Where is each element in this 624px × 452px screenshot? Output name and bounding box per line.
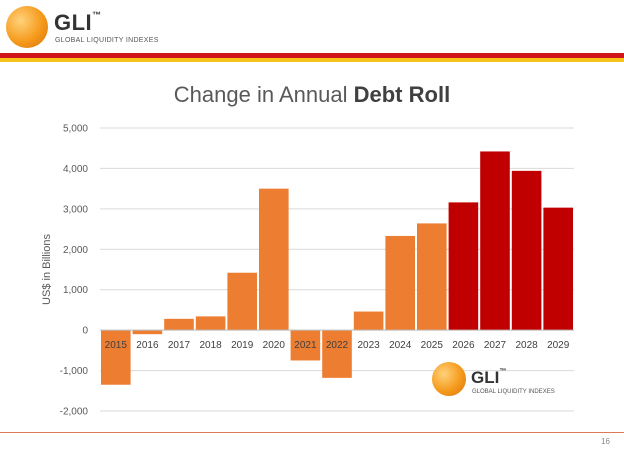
x-tick-label: 2029 [547, 340, 570, 351]
bar [290, 330, 321, 361]
y-tick-label: -1,000 [60, 366, 89, 377]
x-tick-label: 2021 [294, 340, 317, 351]
watermark-logo-text: GLI™ [471, 368, 507, 387]
bar [417, 223, 447, 331]
header-banner: GLI™ GLOBAL LIQUIDITY INDEXES [0, 0, 624, 62]
y-axis-title: US$ in Billions [41, 234, 53, 305]
x-tick-label: 2026 [452, 340, 475, 351]
bar [259, 188, 289, 331]
x-tick-label: 2023 [357, 340, 380, 351]
x-tick-label: 2027 [484, 340, 507, 351]
x-tick-label: 2018 [199, 340, 222, 351]
y-tick-label: 0 [82, 326, 88, 337]
watermark-logo-subtitle: GLOBAL LIQUIDITY INDEXES [472, 389, 555, 395]
x-tick-label: 2024 [389, 340, 412, 351]
x-tick-label: 2015 [105, 340, 128, 351]
x-tick-label: 2019 [231, 340, 254, 351]
watermark-logo-icon [432, 362, 466, 396]
bar [132, 330, 163, 335]
bar [448, 202, 479, 331]
y-tick-label: 2,000 [63, 245, 88, 256]
yellow-band [0, 58, 624, 62]
bar [385, 235, 415, 331]
footer-divider [0, 432, 624, 433]
bar [227, 272, 257, 331]
red-band [0, 53, 624, 58]
x-tick-label: 2017 [168, 340, 191, 351]
bar [480, 151, 510, 331]
bar [511, 170, 542, 331]
bar [164, 318, 194, 331]
gli-logo-icon [6, 6, 48, 48]
y-tick-label: -2,000 [60, 407, 89, 418]
logo-subtitle: GLOBAL LIQUIDITY INDEXES [55, 37, 159, 44]
bar [101, 330, 131, 385]
x-tick-label: 2028 [515, 340, 538, 351]
x-tick-label: 2022 [326, 340, 349, 351]
x-tick-label: 2020 [263, 340, 286, 351]
bar [543, 207, 573, 331]
logo-text: GLI™ [54, 10, 102, 35]
bar [195, 316, 226, 331]
y-tick-label: 1,000 [63, 285, 88, 296]
page-title: Change in Annual Debt Roll [173, 82, 451, 107]
y-tick-label: 5,000 [63, 124, 88, 135]
y-tick-label: 3,000 [63, 204, 88, 215]
page-number: 16 [601, 437, 610, 446]
x-tick-label: 2016 [136, 340, 159, 351]
x-tick-label: 2025 [421, 340, 444, 351]
bar [353, 311, 384, 331]
y-tick-label: 4,000 [63, 164, 88, 175]
bar [322, 330, 352, 378]
